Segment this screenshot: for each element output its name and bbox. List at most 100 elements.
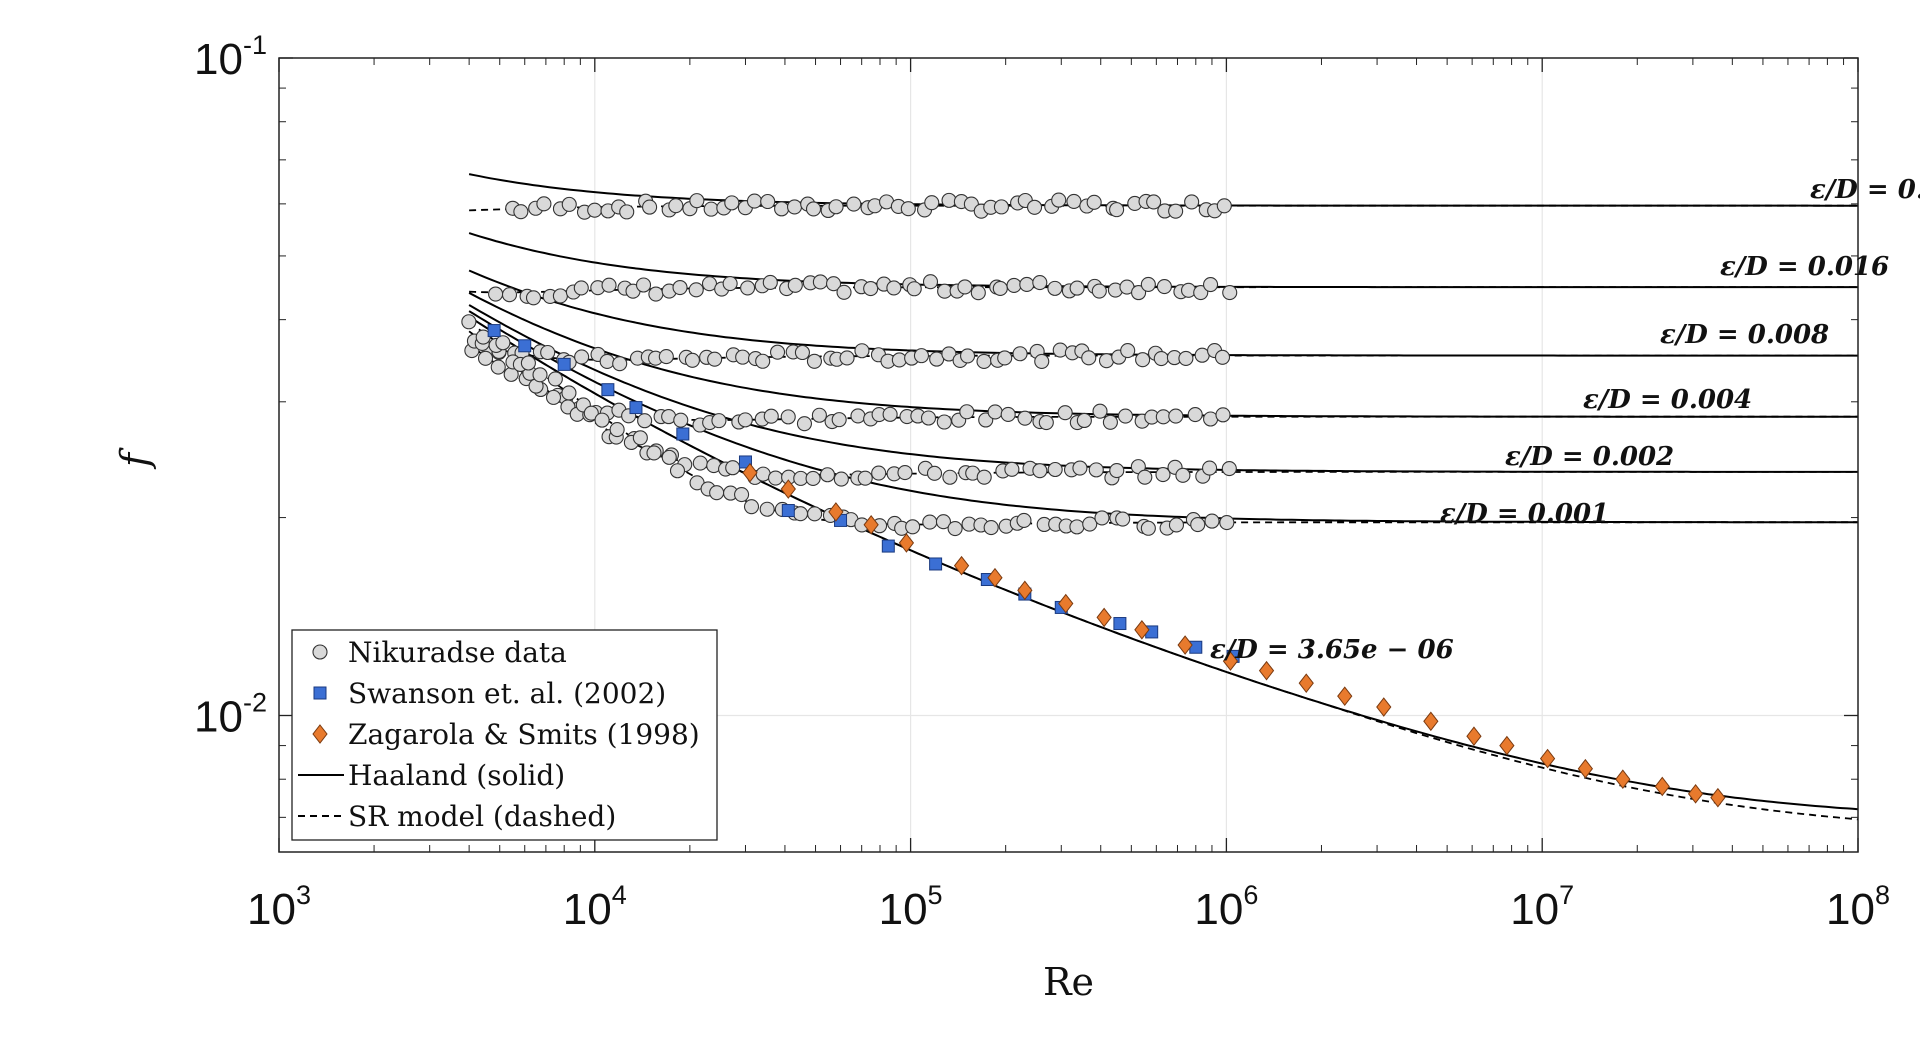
nikuradse-point <box>1052 342 1068 358</box>
nikuradse-point <box>1109 202 1125 218</box>
zagarola-point <box>1298 673 1314 693</box>
nikuradse-point <box>490 359 506 375</box>
nikuradse-point <box>540 344 556 361</box>
nikuradse-point <box>672 279 688 296</box>
data-markers <box>461 192 1726 808</box>
nikuradse-point <box>857 470 873 486</box>
nikuradse-point <box>532 367 548 383</box>
nikuradse-point <box>1204 513 1220 529</box>
swanson-point <box>676 427 690 441</box>
nikuradse-point <box>1117 408 1134 424</box>
nikuradse-point <box>922 514 938 530</box>
nikuradse-point <box>811 407 827 423</box>
nikuradse-point <box>668 198 684 214</box>
nikuradse-point <box>997 350 1013 366</box>
legend-label: Haaland (solid) <box>348 759 565 792</box>
nikuradse-point <box>796 416 813 432</box>
y-axis-label: f <box>113 447 157 470</box>
zagarola-point <box>987 567 1003 588</box>
nikuradse-point <box>661 449 677 465</box>
x-tick-label: 104 <box>563 880 627 934</box>
zagarola-point <box>863 514 879 535</box>
nikuradse-point <box>1135 352 1151 368</box>
nikuradse-point <box>594 412 610 428</box>
x-axis-label: Re <box>1043 960 1094 1004</box>
swanson-point <box>629 401 643 415</box>
nikuradse-point <box>891 352 907 368</box>
nikuradse-point <box>1092 403 1108 419</box>
nikuradse-point <box>1017 410 1033 426</box>
nikuradse-point <box>1146 194 1162 210</box>
nikuradse-point <box>760 193 776 210</box>
nikuradse-point <box>763 408 779 424</box>
nikuradse-point <box>937 283 953 299</box>
nikuradse-point <box>960 348 976 364</box>
nikuradse-point <box>787 277 803 293</box>
zagarola-point <box>1423 711 1439 732</box>
zagarola-point <box>1539 748 1556 769</box>
nikuradse-point <box>987 404 1003 420</box>
nikuradse-point <box>826 276 842 292</box>
y-tick-label: 10-1 <box>194 30 267 84</box>
nikuradse-point <box>461 314 477 330</box>
nikuradse-point <box>1140 276 1156 292</box>
plot-frame <box>278 57 1859 853</box>
nikuradse-point <box>711 413 727 429</box>
zagarola-point <box>1222 651 1239 671</box>
nikuradse-point <box>922 274 939 290</box>
nikuradse-point <box>1193 284 1209 301</box>
legend-label: Swanson et. al. (2002) <box>348 677 666 710</box>
nikuradse-point <box>692 455 708 471</box>
swanson-point <box>929 557 943 571</box>
zagarola-point <box>828 502 844 522</box>
nikuradse-point <box>642 199 658 215</box>
nikuradse-point <box>836 284 852 300</box>
nikuradse-point <box>959 404 975 420</box>
nikuradse-point <box>1184 194 1200 210</box>
nikuradse-point <box>724 195 740 211</box>
nikuradse-point <box>1051 192 1067 208</box>
nikuradse-point <box>1047 461 1063 478</box>
nikuradse-point <box>501 287 518 303</box>
nikuradse-point <box>1109 463 1125 479</box>
zagarola-point <box>1687 784 1704 804</box>
swanson-point <box>781 504 795 518</box>
nikuradse-point <box>1168 517 1185 533</box>
swanson-point <box>881 539 895 553</box>
nikuradse-point <box>1102 414 1118 430</box>
nikuradse-point <box>1131 285 1147 301</box>
nikuradse-point <box>846 196 862 212</box>
nikuradse-point <box>1004 461 1020 477</box>
zagarola-point <box>1376 697 1392 717</box>
nikuradse-point <box>863 281 879 297</box>
swanson-point <box>1189 640 1203 654</box>
nikuradse-point <box>552 288 568 304</box>
nikuradse-point <box>905 519 921 535</box>
zagarola-point <box>1466 726 1482 747</box>
swanson-point <box>518 339 532 353</box>
nikuradse-point <box>495 335 511 351</box>
curve-label-2: ε/D = 0.008 <box>1660 320 1829 350</box>
nikuradse-point <box>936 414 952 430</box>
nikuradse-point <box>725 460 741 476</box>
legend-marker-circle <box>312 644 328 660</box>
nikuradse-point <box>926 465 943 481</box>
nikuradse-point <box>707 351 723 367</box>
nikuradse-point <box>1057 405 1073 421</box>
nikuradse-point <box>1012 346 1028 362</box>
nikuradse-point <box>1175 467 1191 483</box>
nikuradse-point <box>812 274 828 290</box>
swanson-point <box>557 357 571 371</box>
nikuradse-point <box>906 281 922 297</box>
nikuradse-point <box>1034 353 1050 369</box>
haaland-curve <box>468 232 1858 289</box>
legend-marker-square <box>313 686 327 700</box>
nikuradse-point <box>935 514 951 530</box>
curve-labels: ε/D = 0.033 ε/D = 0.016 ε/D = 0.008 ε/D = 0… <box>1210 175 1920 665</box>
nikuradse-point <box>1082 516 1098 532</box>
nikuradse-point <box>1016 512 1032 528</box>
nikuradse-point <box>794 344 810 361</box>
nikuradse-point <box>1203 277 1219 293</box>
nikuradse-point <box>1214 349 1231 365</box>
nikuradse-point <box>993 199 1009 215</box>
